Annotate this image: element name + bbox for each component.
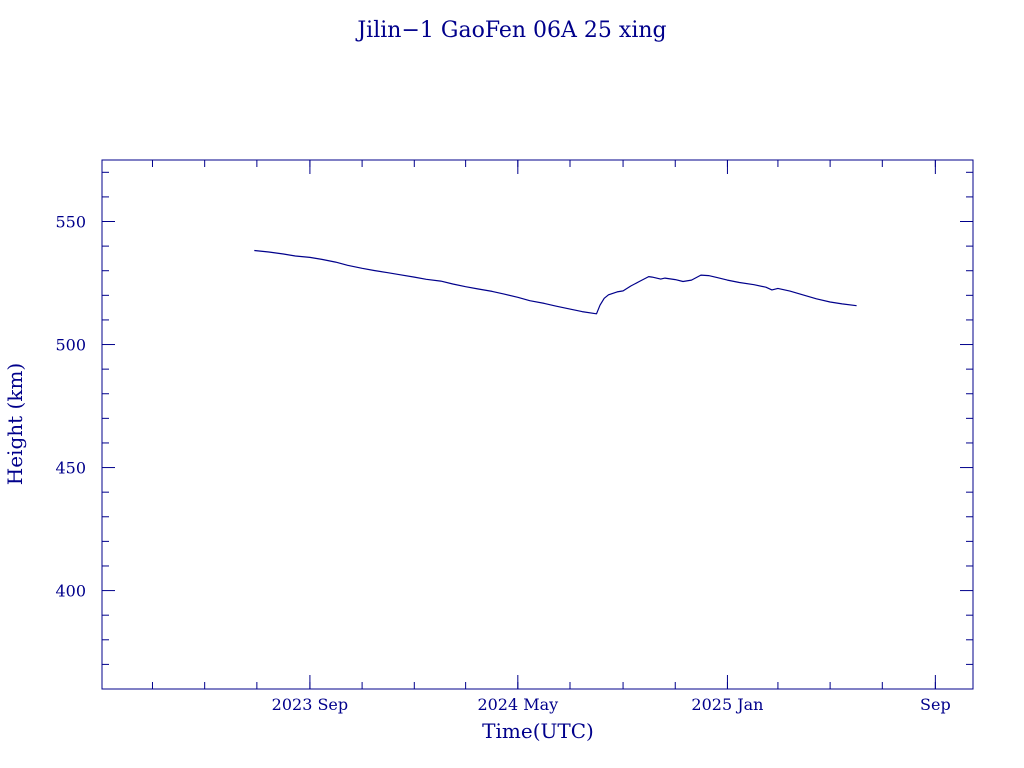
y-axis-label: Height (km) (3, 363, 27, 485)
series-layer (254, 249, 857, 315)
y-axis-ticks: 400 450 500 550 (55, 171, 973, 690)
x-axis-ticks: 2023 Sep 2024 May 2025 Jan Sep (101, 160, 951, 714)
x-tick-label: 2024 May (477, 695, 558, 714)
chart-title: Jilin−1 GaoFen 06A 25 xing (355, 18, 666, 43)
y-tick-label: 500 (55, 336, 86, 355)
x-tick-label: 2025 Jan (691, 695, 763, 714)
y-tick-label: 550 (55, 213, 86, 232)
y-tick-label: 450 (55, 459, 86, 478)
x-axis-label: Time(UTC) (482, 719, 594, 743)
x-tick-label: Sep (920, 695, 951, 714)
series-line-0 (254, 249, 857, 315)
plot-frame (101, 159, 974, 690)
y-tick-label: 400 (55, 582, 86, 601)
x-tick-label: 2023 Sep (272, 695, 348, 714)
